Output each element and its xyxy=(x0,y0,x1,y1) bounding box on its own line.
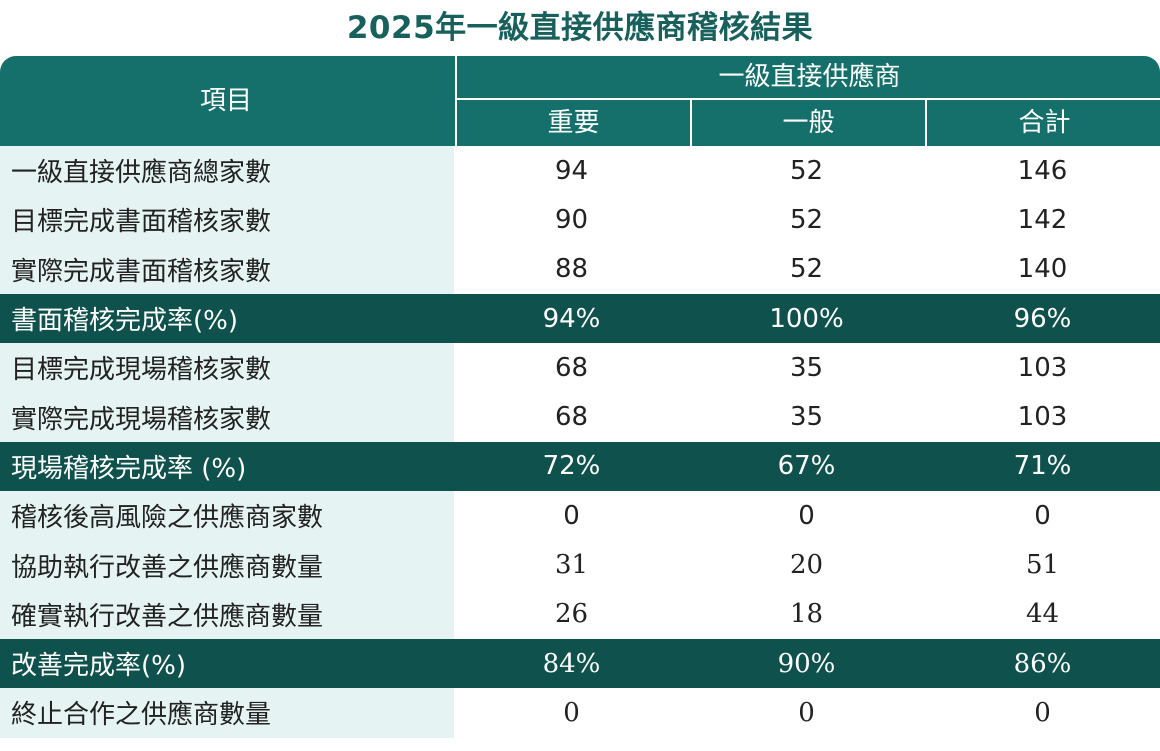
cell-total: 0 xyxy=(1034,500,1051,531)
table-row: 實際完成現場稽核家數 68 35 103 xyxy=(0,392,1160,442)
cell-important: 94% xyxy=(542,303,601,334)
table-row-rate: 現場稽核完成率 (%) 72% 67% 71% xyxy=(0,441,1160,492)
cell-total: 51 xyxy=(1025,550,1060,581)
table-row: 稽核後高風險之供應商家數 0 0 0 xyxy=(0,491,1160,541)
cell-general: 52 xyxy=(789,254,824,285)
cell-total: 140 xyxy=(1017,254,1068,285)
cell-total: 0 xyxy=(1034,697,1051,728)
row-label: 一級直接供應商總家數 xyxy=(0,146,454,196)
cell-total: 142 xyxy=(1017,204,1068,235)
cell-general: 90% xyxy=(777,648,836,679)
cell-general: 0 xyxy=(798,697,815,728)
table-header: 項目 一級直接供應商 重要 一般 合計 xyxy=(0,56,1160,146)
row-label: 終止合作之供應商數量 xyxy=(0,688,454,738)
cell-total: 71% xyxy=(1013,451,1072,482)
row-label: 目標完成現場稽核家數 xyxy=(0,343,454,393)
cell-total: 146 xyxy=(1017,155,1068,186)
header-column-general: 一般 xyxy=(690,100,925,146)
cell-general: 35 xyxy=(789,352,824,383)
cell-important: 72% xyxy=(542,451,601,482)
table-row: 一級直接供應商總家數 94 52 146 xyxy=(0,146,1160,196)
cell-general: 52 xyxy=(789,155,824,186)
table-row: 目標完成書面稽核家數 90 52 142 xyxy=(0,195,1160,245)
cell-total: 96% xyxy=(1013,303,1072,334)
cell-important: 90 xyxy=(554,204,589,235)
row-label: 目標完成書面稽核家數 xyxy=(0,195,454,245)
cell-important: 0 xyxy=(563,500,580,531)
cell-total: 86% xyxy=(1013,648,1072,679)
cell-important: 94 xyxy=(554,155,589,186)
cell-total: 103 xyxy=(1017,402,1068,433)
row-label: 實際完成書面稽核家數 xyxy=(0,244,454,294)
page-title: 2025年一級直接供應商稽核結果 xyxy=(346,10,814,46)
table-row-rate: 改善完成率(%) 84% 90% 86% xyxy=(0,638,1160,689)
cell-important: 26 xyxy=(554,599,589,630)
header-column-total: 合計 xyxy=(925,100,1160,146)
cell-total: 103 xyxy=(1017,352,1068,383)
cell-important: 31 xyxy=(554,550,589,581)
row-label: 現場稽核完成率 (%) xyxy=(0,441,454,492)
table-row: 終止合作之供應商數量 0 0 0 xyxy=(0,688,1160,738)
header-item-label: 項目 xyxy=(199,86,252,116)
row-label: 實際完成現場稽核家數 xyxy=(0,392,454,442)
row-label: 協助執行改善之供應商數量 xyxy=(0,540,454,590)
cell-total: 44 xyxy=(1025,599,1060,630)
cell-general: 18 xyxy=(789,599,824,630)
table-row: 實際完成書面稽核家數 88 52 140 xyxy=(0,244,1160,294)
header-column-important: 重要 xyxy=(455,100,690,146)
row-label: 確實執行改善之供應商數量 xyxy=(0,589,454,639)
row-label: 改善完成率(%) xyxy=(0,638,454,689)
cell-general: 52 xyxy=(789,204,824,235)
header-group-label: 一級直接供應商 xyxy=(455,56,1160,100)
table-row: 目標完成現場稽核家數 68 35 103 xyxy=(0,343,1160,393)
cell-important: 88 xyxy=(554,254,589,285)
cell-general: 20 xyxy=(789,550,824,581)
cell-important: 0 xyxy=(563,697,580,728)
table-row: 協助執行改善之供應商數量 31 20 51 xyxy=(0,540,1160,590)
audit-results-table: 項目 一級直接供應商 重要 一般 合計 一級直接供應商總家數 94 52 146… xyxy=(0,56,1160,738)
cell-general: 35 xyxy=(789,402,824,433)
cell-important: 68 xyxy=(554,352,589,383)
row-label: 稽核後高風險之供應商家數 xyxy=(0,491,454,541)
cell-general: 0 xyxy=(798,500,815,531)
cell-general: 100% xyxy=(769,303,844,334)
table-row-rate: 書面稽核完成率(%) 94% 100% 96% xyxy=(0,293,1160,344)
cell-important: 84% xyxy=(542,648,601,679)
cell-general: 67% xyxy=(777,451,836,482)
row-label: 書面稽核完成率(%) xyxy=(0,293,454,344)
table-row: 確實執行改善之供應商數量 26 18 44 xyxy=(0,589,1160,639)
cell-important: 68 xyxy=(554,402,589,433)
